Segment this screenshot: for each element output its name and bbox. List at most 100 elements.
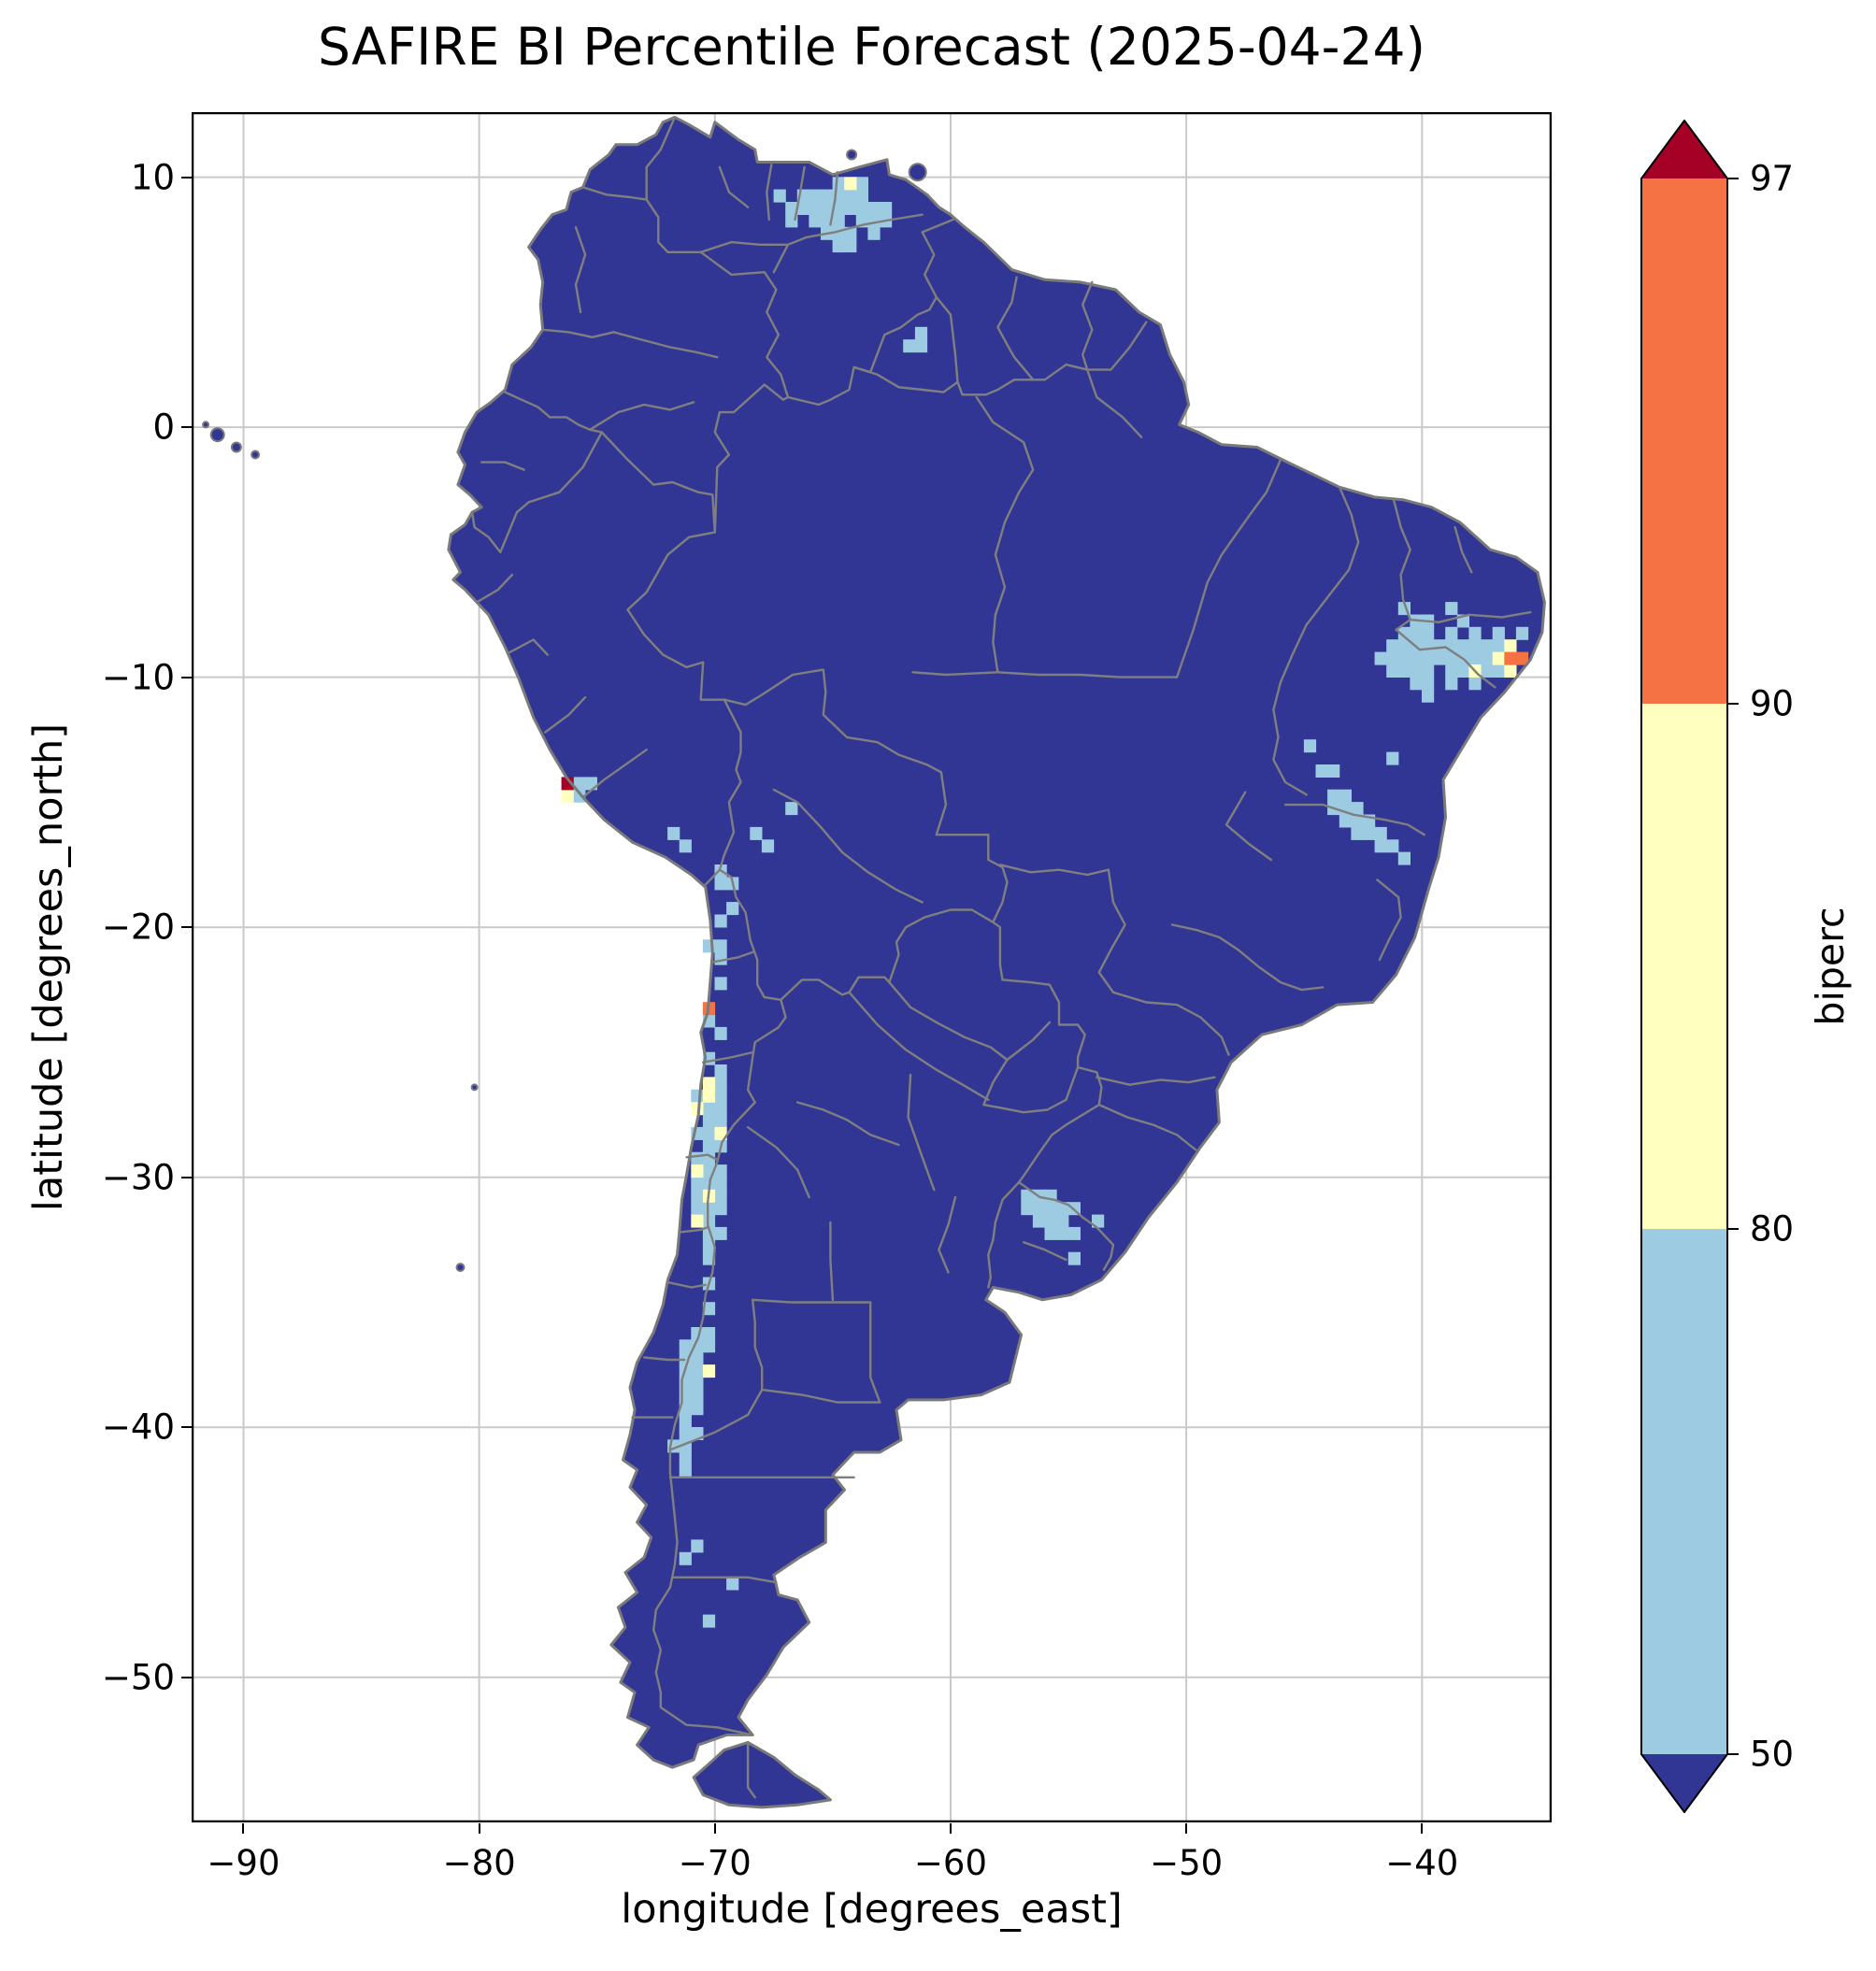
admin-border bbox=[772, 788, 844, 854]
cell-blue_50_80 bbox=[1363, 826, 1376, 840]
cell-blue_50_80 bbox=[1056, 1226, 1069, 1240]
admin-border bbox=[869, 1301, 881, 1404]
admin-border bbox=[1111, 991, 1230, 1056]
cell-blue_50_80 bbox=[702, 1214, 716, 1228]
cell-blue_50_80 bbox=[1386, 751, 1399, 765]
y-tick-mark bbox=[181, 1426, 192, 1429]
cell-blue_50_80 bbox=[702, 1239, 716, 1253]
admin-border bbox=[1097, 1103, 1197, 1151]
admin-border bbox=[508, 638, 549, 656]
admin-border bbox=[1272, 680, 1308, 796]
cell-blue_50_80 bbox=[691, 1351, 704, 1365]
cell-blue_50_80 bbox=[714, 1089, 727, 1103]
admin-border bbox=[935, 295, 1035, 396]
cell-blue_50_80 bbox=[702, 1251, 716, 1265]
cell-blue_50_80 bbox=[1410, 677, 1423, 691]
admin-border bbox=[544, 695, 587, 734]
cell-blue_50_80 bbox=[714, 914, 727, 928]
cell-blue_50_80 bbox=[1021, 1189, 1034, 1203]
x-tick-label: −70 bbox=[678, 1843, 752, 1883]
colorbar-tick-label: 80 bbox=[1750, 1208, 1795, 1250]
cell-blue_50_80 bbox=[691, 1151, 704, 1165]
cell-blue_50_80 bbox=[1386, 664, 1399, 678]
cell-blue_50_80 bbox=[1386, 651, 1399, 665]
y-tick-label: −50 bbox=[101, 1657, 175, 1698]
y-tick-label: −10 bbox=[101, 657, 175, 698]
cell-blue_50_80 bbox=[573, 777, 586, 791]
cell-blue_50_80 bbox=[1397, 651, 1411, 665]
y-tick-label: −30 bbox=[101, 1157, 175, 1198]
admin-border bbox=[1096, 1076, 1216, 1086]
cell-blue_50_80 bbox=[1397, 851, 1411, 865]
cell-blue_50_80 bbox=[714, 1026, 727, 1040]
admin-border bbox=[581, 186, 648, 201]
colorbar-over-triangle bbox=[1641, 121, 1727, 179]
admin-border bbox=[1170, 923, 1325, 992]
cell-blue_50_80 bbox=[1339, 814, 1352, 828]
y-tick-label: −20 bbox=[101, 907, 175, 948]
cell-blue_50_80 bbox=[1067, 1226, 1081, 1240]
cell-blue_50_80 bbox=[691, 1539, 704, 1553]
y-tick-label: 10 bbox=[130, 157, 175, 198]
admin-border bbox=[645, 116, 790, 399]
cell-blue_50_80 bbox=[1092, 1214, 1105, 1228]
cell-blue_50_80 bbox=[750, 826, 763, 840]
admin-border bbox=[1175, 458, 1282, 678]
cell-blue_50_80 bbox=[1351, 802, 1364, 816]
cell-blue_50_80 bbox=[1374, 651, 1387, 665]
admin-border bbox=[921, 218, 954, 299]
cell-blue_50_80 bbox=[702, 1202, 716, 1216]
cell-blue_50_80 bbox=[855, 177, 868, 191]
admin-border bbox=[480, 461, 525, 471]
cell-blue_50_80 bbox=[714, 951, 727, 965]
admin-border bbox=[671, 1576, 778, 1584]
cell-blue_50_80 bbox=[1468, 639, 1482, 653]
map-plot-area bbox=[192, 112, 1552, 1822]
island bbox=[470, 1083, 479, 1092]
x-tick-label: −90 bbox=[207, 1843, 280, 1883]
admin-border bbox=[1006, 1021, 1052, 1062]
admin-border bbox=[780, 976, 891, 1001]
cell-blue_50_80 bbox=[773, 189, 786, 203]
cell-yellow_80_90 bbox=[561, 789, 574, 803]
cell-blue_50_80 bbox=[1433, 651, 1446, 665]
cell-blue_50_80 bbox=[832, 226, 845, 240]
cell-blue_50_80 bbox=[714, 1077, 727, 1091]
cell-blue_50_80 bbox=[679, 1339, 692, 1353]
cell-blue_50_80 bbox=[1397, 626, 1411, 640]
cell-blue_50_80 bbox=[691, 1389, 704, 1403]
admin-border bbox=[1224, 791, 1273, 862]
admin-border bbox=[504, 391, 603, 434]
cell-blue_50_80 bbox=[832, 239, 845, 253]
cell-yellow_80_90 bbox=[702, 1077, 716, 1091]
cell-blue_50_80 bbox=[1422, 626, 1435, 640]
cell-blue_50_80 bbox=[1397, 639, 1411, 653]
y-tick-mark bbox=[181, 1676, 192, 1678]
cell-blue_50_80 bbox=[821, 202, 834, 215]
cell-blue_50_80 bbox=[1351, 826, 1364, 840]
admin-border bbox=[1032, 364, 1089, 381]
admin-border bbox=[666, 1280, 707, 1289]
admin-border bbox=[678, 1226, 709, 1234]
admin-border bbox=[1395, 610, 1532, 631]
island bbox=[455, 1263, 465, 1273]
cell-blue_50_80 bbox=[679, 1551, 692, 1565]
cell-blue_50_80 bbox=[1445, 664, 1458, 678]
colorbar-tick-label: 50 bbox=[1750, 1734, 1795, 1775]
cell-blue_50_80 bbox=[714, 939, 727, 953]
admin-border bbox=[475, 573, 514, 604]
cell-blue_50_80 bbox=[726, 1577, 739, 1591]
cell-blue_50_80 bbox=[1445, 602, 1458, 616]
y-tick-mark bbox=[181, 176, 192, 179]
island bbox=[202, 421, 210, 429]
cell-blue_50_80 bbox=[679, 1402, 692, 1416]
admin-border bbox=[888, 908, 995, 984]
cell-blue_50_80 bbox=[796, 202, 809, 215]
y-axis-label: latitude [degrees_north] bbox=[25, 722, 72, 1212]
admin-border bbox=[626, 531, 726, 701]
cell-blue_50_80 bbox=[832, 214, 845, 228]
cell-blue_50_80 bbox=[667, 826, 680, 840]
cell-blue_50_80 bbox=[1044, 1202, 1057, 1216]
cell-blue_50_80 bbox=[1021, 1202, 1034, 1216]
cell-blue_50_80 bbox=[702, 1114, 716, 1128]
